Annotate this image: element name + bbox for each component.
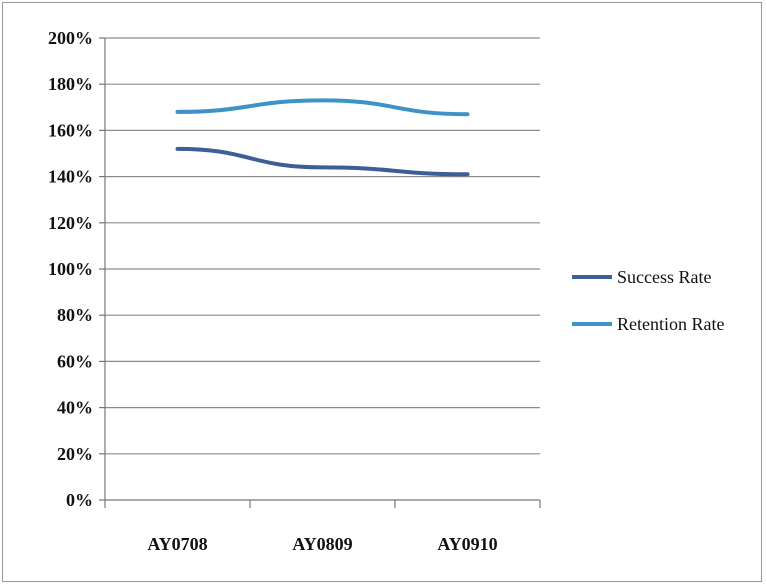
y-tick-label: 180% [48, 74, 93, 94]
series-line-retention-rate [175, 98, 470, 117]
axes [99, 37, 541, 508]
y-tick-label: 80% [57, 305, 93, 325]
series-line-success-rate [175, 146, 470, 177]
y-tick-label: 0% [66, 490, 93, 510]
y-tick-label: 200% [48, 28, 93, 48]
series-lines [175, 98, 470, 177]
y-tick-label: 100% [48, 259, 93, 279]
x-axis-ticks: AY0708 AY0809 AY0910 [147, 534, 497, 554]
gridlines [105, 37, 540, 455]
legend-label: Success Rate [617, 267, 711, 287]
y-tick-label: 60% [57, 351, 93, 371]
legend-label: Retention Rate [617, 314, 724, 334]
x-tick-label: AY0910 [437, 534, 497, 554]
y-tick-label: 20% [57, 444, 93, 464]
x-tick-label: AY0809 [292, 534, 352, 554]
x-tick-label: AY0708 [147, 534, 207, 554]
y-tick-label: 140% [48, 167, 93, 187]
legend: Success Rate Retention Rate [572, 267, 724, 334]
y-tick-label: 160% [48, 120, 93, 140]
y-tick-label: 120% [48, 213, 93, 233]
y-tick-label: 40% [57, 398, 93, 418]
y-axis-ticks: 0% 20% 40% 60% 80% 100% 120% 140% 160% 180% 200% [48, 28, 93, 510]
